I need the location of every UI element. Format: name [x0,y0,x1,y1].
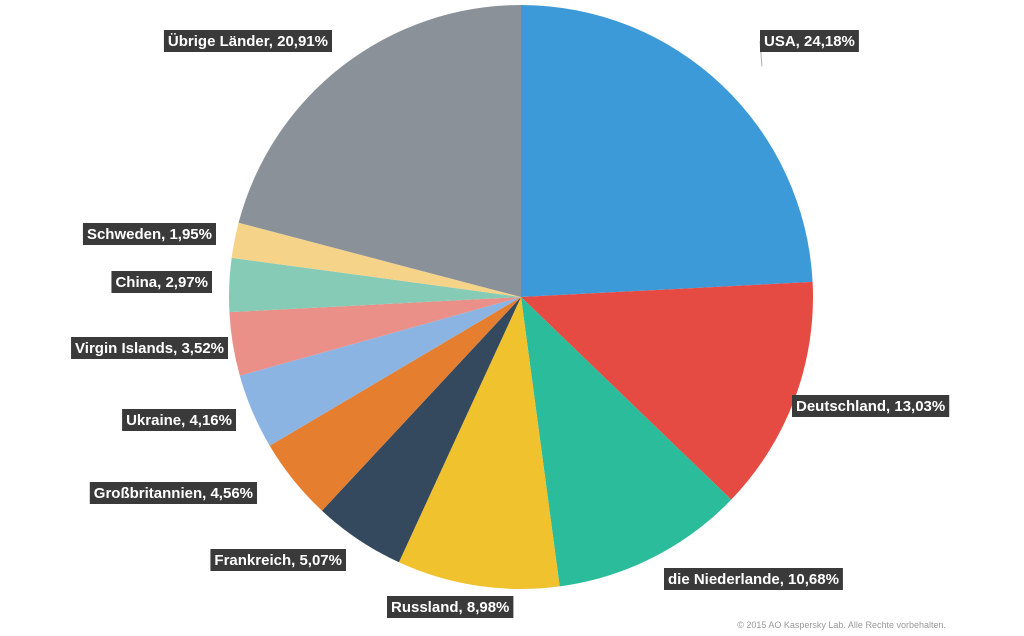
pie-slice-grossbritannien [269,297,521,511]
slice-label-background [792,395,950,417]
slice-label-usa: USA, 24,18% [760,30,859,52]
slice-label-china: China, 2,97% [111,271,212,293]
slice-label-frankreich: Frankreich, 5,07% [210,549,346,571]
slice-label-text: Ukraine, 4,16% [126,412,232,429]
slice-label-virgin-islands: Virgin Islands, 3,52% [71,337,228,359]
pie-slice-russland [398,297,560,589]
slice-label-background [163,30,332,52]
slice-label-text: Russland, 8,98% [391,599,509,616]
slice-label-text: Großbritannien, 4,56% [94,485,253,502]
slice-label-background [760,30,859,52]
slice-label-background [210,549,346,571]
slice-label-text: Schweden, 1,95% [87,226,212,243]
pie-slices [229,5,813,589]
slice-label-background [89,482,257,504]
slice-label-schweden: Schweden, 1,95% [82,223,216,245]
slice-label-text: Übrige Länder, 20,91% [168,33,328,50]
slice-label-text: Frankreich, 5,07% [214,552,342,569]
pie-slice-die-niederlande [521,297,732,587]
slice-label-uebrige-laender: Übrige Länder, 20,91% [163,30,332,52]
slice-labels: USA, 24,18% Deutschland, 13,03% die Nieder… [71,30,950,618]
pie-slice-frankreich [321,297,521,563]
slice-label-text: USA, 24,18% [764,33,855,50]
slice-label-ukraine: Ukraine, 4,16% [122,409,236,431]
slice-label-background [664,568,843,590]
pie-slice-schweden [231,222,521,297]
pie-slice-ukraine [239,297,521,446]
slice-label-text: China, 2,97% [115,274,208,291]
slice-label-grossbritannien: Großbritannien, 4,56% [89,482,257,504]
slice-label-background [111,271,212,293]
slice-label-background [122,409,236,431]
pie-slice-usa [521,5,813,297]
copyright-notice: © 2015 AO Kaspersky Lab. Alle Rechte vor… [737,620,946,630]
slice-label-text: die Niederlande, 10,68% [668,571,839,588]
pie-slice-uebrige-laender [238,5,521,297]
slice-label-background [387,596,514,618]
slice-label-background [82,223,216,245]
slice-label-text: Virgin Islands, 3,52% [75,340,224,357]
slice-label-russland: Russland, 8,98% [387,596,514,618]
pie-slice-china [229,257,521,313]
slice-label-die-niederlande: die Niederlande, 10,68% [664,568,843,590]
slice-label-deutschland: Deutschland, 13,03% [792,395,950,417]
pie-slice-virgin-islands [229,297,521,376]
slice-label-background [71,337,228,359]
pie-slice-deutschland [521,281,813,500]
slice-label-text: Deutschland, 13,03% [796,398,945,415]
